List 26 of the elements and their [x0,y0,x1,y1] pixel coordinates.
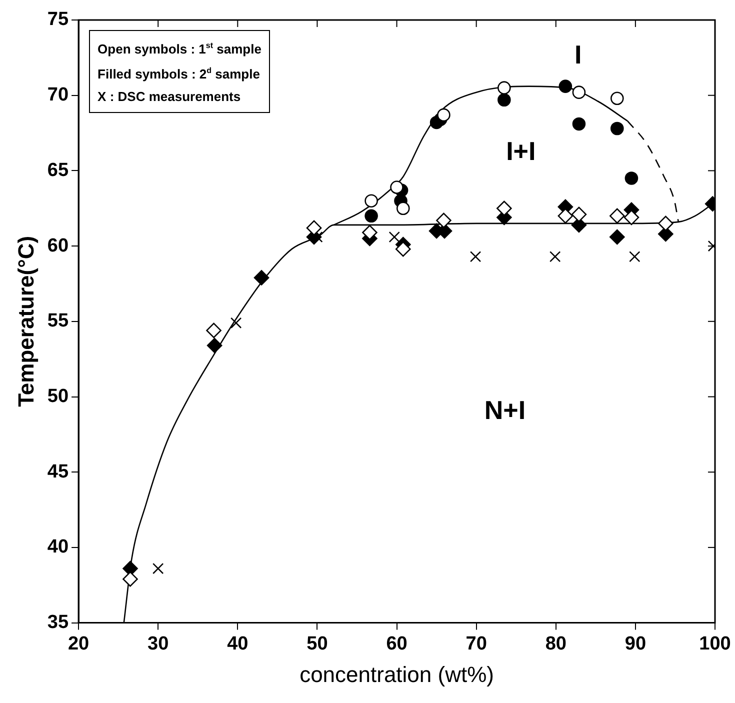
y-tick-label: 55 [47,310,69,332]
y-tick-label: 35 [47,612,69,634]
annotation: N+I [484,394,526,425]
x-tick-label: 50 [306,633,328,654]
annotation: X : DSC measurements [98,88,242,106]
annotation: Open symbols : 1$^{st}$ sample [98,40,262,58]
y-tick-label: 40 [47,536,69,558]
x-tick-label: 20 [68,633,90,654]
y-tick-label: 75 [47,9,69,30]
x-tick-label: 40 [227,633,248,654]
y-tick-label: 70 [47,84,69,106]
x-tick-label: 80 [545,633,566,654]
y-tick-label: 45 [47,461,69,482]
x-tick-label: 30 [148,633,169,654]
annotation: Filled symbols : 2$^{d}$ sample [98,65,261,84]
y-tick-label: 65 [47,160,69,181]
y-tick-label: 50 [47,386,69,407]
annotation: I [574,39,582,70]
x-tick-label: 60 [386,633,408,654]
x-tick-label: 70 [466,633,487,654]
annotation: I+I [506,136,536,166]
x-tick-label: 100 [699,633,731,654]
y-axis-title: Temperature(°C) [13,236,38,407]
x-tick-label: 90 [624,633,646,654]
x-axis-title: concentration (wt%) [300,662,494,687]
y-tick-label: 60 [47,235,69,256]
